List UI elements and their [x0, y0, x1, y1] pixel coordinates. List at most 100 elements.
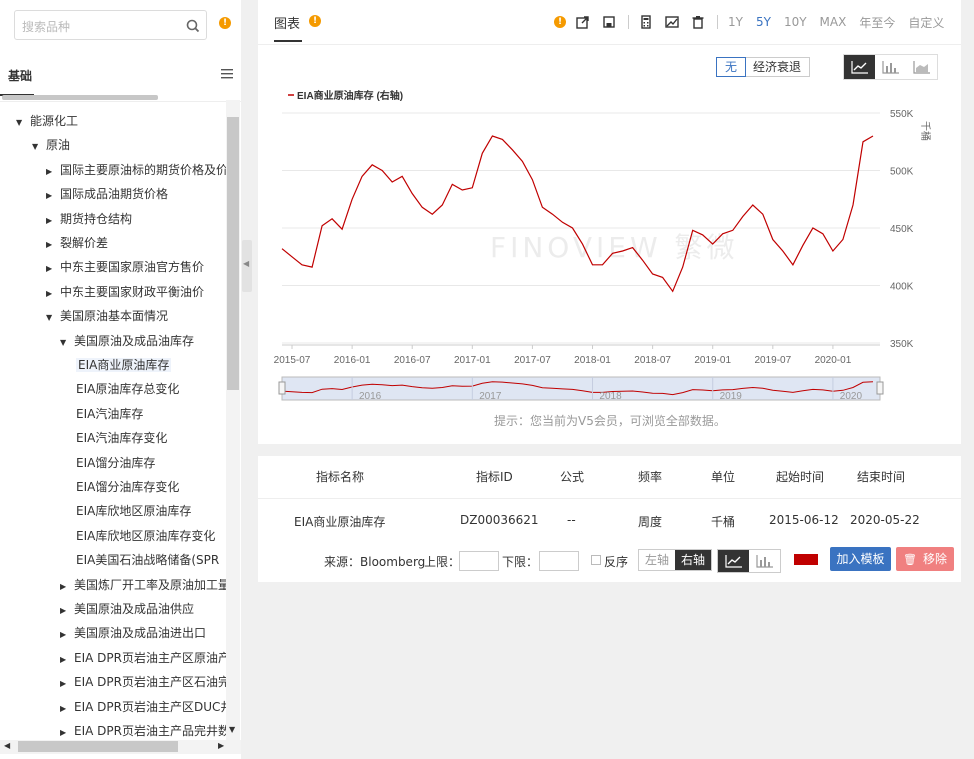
tree-item[interactable]: EIA库欣地区原油库存	[76, 501, 191, 521]
tree-item[interactable]: ▶ 美国原油及成品油供应	[60, 599, 194, 619]
tree-item[interactable]: ▶ 美国炼厂开工率及原油加工量	[60, 575, 226, 595]
tree-item[interactable]: ▶ 国际成品油期货价格	[46, 184, 168, 204]
caret-right-icon[interactable]: ▶	[46, 191, 53, 201]
sidebar: 搜索品种 ! 基础 ▼ 能源化工 ▼ 原油 ▶ 国际主要原油标的期货价格及价 ▶ 国际成品油期…	[0, 0, 241, 759]
panel-title[interactable]: 图表	[274, 17, 301, 32]
lower-limit-input[interactable]	[539, 551, 579, 571]
x-tick-label: 2020-01	[815, 355, 852, 366]
tree-item[interactable]: ▶ EIA DPR页岩油主产品完井数	[60, 721, 226, 738]
warning-icon[interactable]: !	[219, 17, 231, 29]
image-icon[interactable]	[665, 15, 679, 29]
tree-item[interactable]: EIA馏分油库存变化	[76, 477, 179, 497]
add-to-template-button[interactable]: 加入模板	[830, 547, 891, 571]
alert-icon[interactable]: !	[554, 16, 566, 28]
scroll-thumb[interactable]	[227, 117, 239, 390]
tree-item[interactable]: ▶ EIA DPR页岩油主产区DUC井	[60, 697, 226, 717]
caret-down-icon[interactable]: ▼	[32, 142, 39, 152]
tree-item[interactable]: ▶ 国际主要原油标的期货价格及价	[46, 160, 226, 180]
tree-item[interactable]: EIA原油库存总变化	[76, 379, 179, 399]
calculator-icon[interactable]	[639, 15, 653, 29]
caret-right-icon[interactable]: ▶	[46, 240, 53, 249]
tree-item[interactable]: ▶ EIA DPR页岩油主产区原油产	[60, 648, 226, 668]
search-icon[interactable]	[185, 18, 201, 34]
range-1y[interactable]: 1Y	[728, 15, 743, 29]
series-color-swatch[interactable]	[794, 554, 818, 565]
col-header-frequency: 频率	[638, 470, 663, 484]
collapse-sidebar-handle[interactable]: ◀	[242, 240, 252, 292]
tab-basic[interactable]: 基础	[8, 69, 33, 83]
tree-item[interactable]: ▶ 美国原油及成品油进出口	[60, 623, 206, 643]
overlay-none-button[interactable]: 无	[716, 57, 747, 77]
caret-right-icon[interactable]: ▶	[60, 679, 67, 689]
tree-item[interactable]: ▶ EIA DPR页岩油主产区石油完	[60, 672, 226, 692]
category-tree: ▼ 能源化工 ▼ 原油 ▶ 国际主要原油标的期货价格及价 ▶ 国际成品油期货价格 ▶ 期货持仓结构…	[0, 108, 226, 738]
caret-right-icon[interactable]: ▶	[46, 166, 53, 176]
search-box[interactable]: 搜索品种	[14, 10, 207, 40]
tree-item[interactable]: EIA馏分油库存	[76, 453, 155, 473]
search-input[interactable]: 搜索品种	[22, 20, 71, 34]
caret-down-icon[interactable]: ▼	[46, 313, 53, 323]
menu-icon[interactable]	[221, 69, 233, 79]
tree-item[interactable]: EIA库欣地区原油库存变化	[76, 526, 215, 546]
tree-vertical-scrollbar[interactable]: ▼	[226, 100, 240, 740]
caret-right-icon[interactable]: ▶	[60, 606, 67, 615]
save-icon[interactable]	[602, 15, 616, 29]
tree-item[interactable]: ▶ 裂解价差	[46, 233, 108, 253]
range-10y[interactable]: 10Y	[783, 15, 807, 29]
tree-item[interactable]: EIA汽油库存变化	[76, 428, 167, 448]
tree-item[interactable]: ▼ 原油	[32, 135, 70, 155]
reverse-checkbox[interactable]	[591, 555, 601, 565]
caret-right-icon[interactable]: ▶	[46, 288, 53, 298]
scroll-left-icon[interactable]: ◀	[4, 741, 11, 750]
scroll-thumb[interactable]	[18, 741, 178, 752]
remove-button[interactable]: 🗑 移除	[896, 547, 954, 571]
series-line-button[interactable]	[718, 550, 749, 572]
navigator-line	[281, 381, 874, 396]
export-icon[interactable]	[576, 15, 590, 29]
right-axis-button[interactable]: 右轴	[675, 550, 712, 570]
series-line	[281, 135, 874, 293]
info-icon[interactable]: !	[309, 15, 321, 27]
scroll-right-icon[interactable]: ▶	[218, 741, 225, 750]
caret-right-icon[interactable]: ▶	[60, 654, 67, 664]
caret-right-icon[interactable]: ▶	[46, 264, 53, 274]
area-chart-button[interactable]	[906, 55, 937, 79]
range-max[interactable]: MAX	[819, 15, 847, 29]
range-custom[interactable]: 自定义	[908, 15, 945, 30]
tree-item[interactable]: ▶ 期货持仓结构	[46, 209, 132, 229]
tree-horizontal-scrollbar[interactable]: ◀ ▶	[0, 740, 241, 754]
caret-right-icon[interactable]: ▶	[60, 630, 67, 640]
tree-item[interactable]: ▼ 能源化工	[16, 111, 78, 131]
line-chart-button[interactable]	[844, 55, 875, 79]
cell-id: DZ00036621	[460, 513, 539, 527]
range-ytd[interactable]: 年至今	[859, 15, 896, 30]
trash-icon[interactable]	[691, 15, 705, 29]
navigator-label: 2019	[720, 391, 743, 402]
tree-item-label: 美国原油基本面情况	[60, 309, 169, 324]
caret-right-icon[interactable]: ▶	[46, 215, 53, 225]
tree-item[interactable]: EIA商业原油库存	[76, 355, 172, 375]
caret-down-icon[interactable]: ▼	[16, 118, 23, 127]
top-scroll-indicator[interactable]	[2, 95, 158, 100]
series-bar-button[interactable]	[749, 550, 780, 572]
tree-item[interactable]: ▶ 中东主要国家财政平衡油价	[46, 282, 204, 302]
x-tick-label: 2018-07	[634, 355, 671, 366]
tree-item-label: 裂解价差	[60, 236, 109, 250]
bar-chart-icon	[755, 555, 773, 568]
upper-limit-input[interactable]	[459, 551, 499, 571]
caret-right-icon[interactable]: ▶	[60, 581, 67, 591]
tree-item[interactable]: ▶ 中东主要国家原油官方售价	[46, 257, 204, 277]
caret-down-icon[interactable]: ▼	[60, 337, 67, 347]
bar-chart-button[interactable]	[875, 55, 906, 79]
tree-item[interactable]: ▼ 美国原油基本面情况	[46, 306, 168, 326]
tree-item[interactable]: EIA汽油库存	[76, 404, 143, 424]
tree-item[interactable]: ▼ 美国原油及成品油库存	[60, 331, 194, 351]
y-tick-label: 400K	[890, 282, 914, 293]
left-axis-button[interactable]: 左轴	[645, 553, 670, 567]
scroll-down-icon[interactable]: ▼	[229, 725, 236, 734]
caret-right-icon[interactable]: ▶	[60, 728, 67, 737]
overlay-recession-button[interactable]: 经济衰退	[753, 60, 802, 74]
tree-item[interactable]: EIA美国石油战略储备(SPR	[76, 550, 219, 570]
range-5y[interactable]: 5Y	[755, 15, 771, 29]
caret-right-icon[interactable]: ▶	[60, 703, 67, 713]
